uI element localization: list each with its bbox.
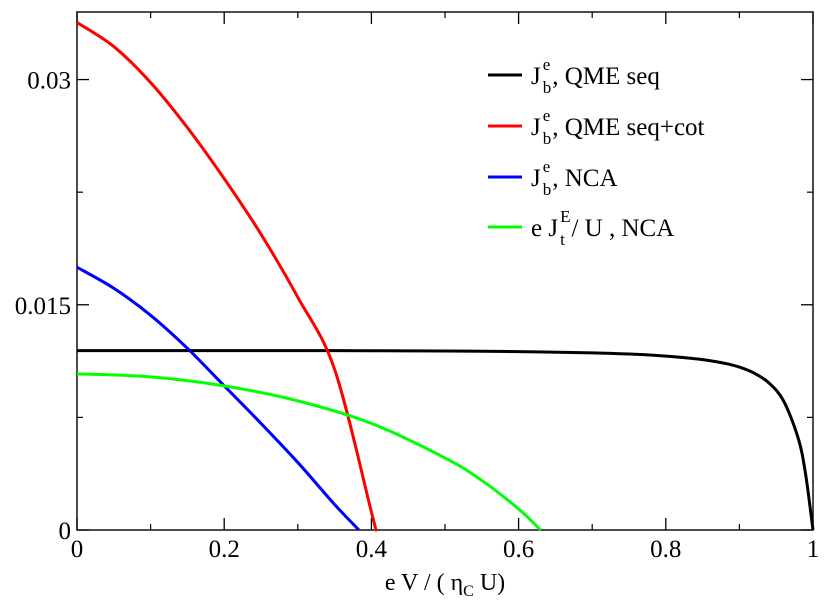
x-tick-label: 0.4 <box>356 536 388 563</box>
legend-label-superscript: e <box>543 157 551 176</box>
x-tick-label: 0 <box>71 536 84 563</box>
y-tick-label: 0 <box>59 518 72 545</box>
legend-label-superscript: E <box>560 207 570 226</box>
legend-label-suffix: , NCA <box>552 165 617 192</box>
x-tick-label: 0.8 <box>650 536 681 563</box>
legend-label: J <box>531 114 541 141</box>
x-axis-label: e V / ( ηC U) <box>385 570 505 600</box>
x-tick-label: 0.6 <box>503 536 534 563</box>
legend-label: e J <box>531 215 558 242</box>
x-axis-label-symbol: η <box>451 570 464 596</box>
series-line-nca <box>76 265 360 532</box>
legend-label-subscript: b <box>543 129 552 148</box>
legend-label: J <box>531 165 541 192</box>
x-axis-label-pre: e V / ( <box>385 570 451 596</box>
legend-label-superscript: e <box>543 55 551 74</box>
series-line-qme-seq-cot <box>76 21 378 532</box>
x-axis-label-post: U) <box>474 570 505 596</box>
y-tick-label: 0.015 <box>15 293 71 320</box>
plot-frame <box>76 11 814 531</box>
legend-label: J <box>531 63 541 90</box>
legend-label-main: J <box>531 63 541 90</box>
x-tick-label: 1 <box>807 536 820 563</box>
data-series <box>76 21 815 532</box>
legend-label-main: J <box>531 114 541 141</box>
x-axis-label-subscript: C <box>463 583 474 600</box>
y-tick-label: 0.03 <box>27 68 71 95</box>
axis-ticks: 0 0.2 0.4 0.6 0.8 1 0 0.015 0.03 <box>15 12 820 563</box>
legend-label-superscript: e <box>543 106 551 125</box>
legend-label-subscript: b <box>543 180 552 199</box>
legend-label-suffix: / U , NCA <box>571 215 674 242</box>
legend-label-suffix: , QME seq+cot <box>552 114 704 141</box>
series-line-e-j-t-e-u-nca <box>76 372 542 532</box>
legend-label-main: J <box>531 165 541 192</box>
legend-label-subscript: t <box>560 230 565 249</box>
legend-label-subscript: b <box>543 78 552 97</box>
x-tick-label: 0.2 <box>209 536 240 563</box>
legend-label-suffix: , QME seq <box>552 63 660 90</box>
legend-entry-e-j-t-e-u-nca: e J Et / U , NCA <box>488 207 674 249</box>
series-line-qme-seq <box>76 349 815 531</box>
legend-label-main: e J <box>531 215 558 242</box>
